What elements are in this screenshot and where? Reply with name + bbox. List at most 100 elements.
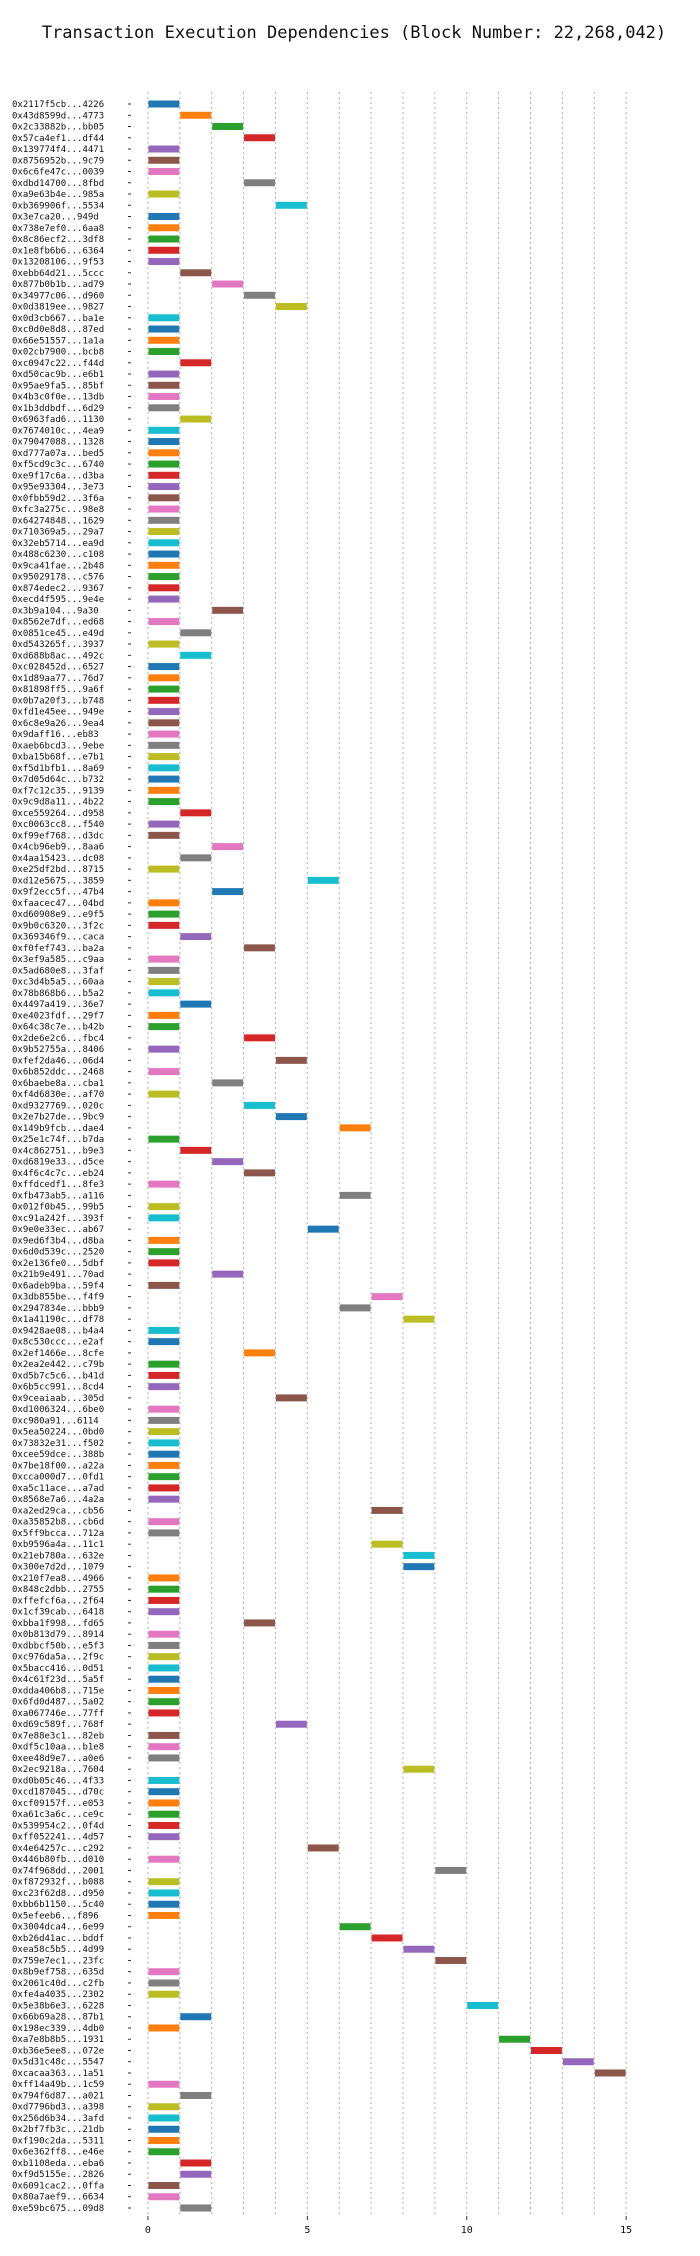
transaction-bar	[180, 2170, 212, 2178]
transaction-bar	[148, 550, 180, 558]
y-tick-label: 0x8756952b...9c79	[12, 156, 104, 166]
transaction-bar	[148, 1979, 180, 1987]
y-tick-label: 0xffdcedf1...8fe3	[12, 1180, 104, 1190]
y-tick-label: 0x8b9ef758...635d	[12, 1968, 104, 1978]
y-tick-label: 0xa7e8b8b5...1931	[12, 2035, 104, 2045]
transaction-bar	[148, 1214, 180, 1222]
transaction-bar	[403, 1945, 435, 1953]
y-tick-label: 0x0fbb59d2...3f6a	[12, 494, 104, 504]
y-tick-label: 0x012f0b45...99b5	[12, 1203, 104, 1213]
transaction-bar	[148, 730, 180, 738]
y-tick-label: 0x81898ff5...9a6f	[12, 685, 104, 695]
y-tick-label: 0x74f968dd...2001	[12, 1866, 104, 1876]
transaction-bar	[339, 1923, 371, 1931]
transaction-bar	[275, 303, 307, 311]
y-tick-label: 0xe59bc675...09d8	[12, 2204, 104, 2214]
transaction-bar	[148, 370, 180, 378]
transaction-bar	[148, 1911, 180, 1919]
y-tick-label: 0xd777a07a...bed5	[12, 449, 104, 459]
y-tick-label: 0xc028452d...6527	[12, 663, 104, 673]
y-tick-label: 0xf190c2da...5311	[12, 2136, 104, 2146]
transaction-bar	[275, 1720, 307, 1728]
y-tick-label: 0x2061c40d...c2fb	[12, 1979, 104, 1989]
y-tick-label: 0x2ec9218a...7604	[12, 1765, 104, 1775]
transaction-bar	[148, 573, 180, 581]
y-tick-label: 0xd1006324...6be0	[12, 1405, 104, 1415]
transaction-bar	[148, 1236, 180, 1244]
y-tick-label: 0xa9e63b4e...985a	[12, 190, 104, 200]
transaction-bar	[499, 2035, 530, 2043]
transaction-bar	[148, 2125, 180, 2133]
grid-layer	[147, 92, 627, 2216]
x-tick-label: 0	[145, 2225, 151, 2236]
y-tick-label: 0xfb473ab5...a116	[12, 1191, 104, 1201]
y-tick-label: 0x3ef9a585...c9aa	[12, 955, 104, 965]
y-tick-label: 0x488c6230...c108	[12, 550, 104, 560]
transaction-bar	[148, 2193, 180, 2201]
x-tick-label: 10	[461, 2225, 473, 2236]
transaction-bar	[244, 1034, 275, 1042]
y-tick-label: 0x9f2ecc5f...47b4	[12, 888, 104, 898]
transaction-bar	[244, 291, 275, 299]
y-tick-label: 0xf5d1bfb1...8a69	[12, 764, 104, 774]
y-tick-label: 0x9daff16...eb83	[12, 730, 99, 740]
y-tick-label: 0xcf09157f...e053	[12, 1799, 104, 1809]
y-tick-label: 0xff14a49b...1c59	[12, 2080, 104, 2090]
transaction-bar	[212, 1158, 244, 1166]
y-tick-label: 0x2bf7fb3c...21db	[12, 2125, 104, 2135]
transaction-bar	[148, 224, 180, 232]
y-tick-label: 0xc91a242f...393f	[12, 1214, 104, 1224]
y-tick-label: 0xcee59dce...388b	[12, 1450, 104, 1460]
transaction-bar	[148, 1698, 180, 1706]
y-tick-label: 0x0b7a20f3...b748	[12, 696, 104, 706]
y-tick-label: 0x73832e31...f502	[12, 1439, 104, 1449]
y-tick-label: 0xfd1e45ee...949e	[12, 708, 104, 718]
transaction-bar	[148, 348, 180, 356]
y-tick-label: 0xcd187045...d70c	[12, 1788, 104, 1798]
y-tick-label: 0xc0063cc8...f540	[12, 820, 104, 830]
transaction-bar	[148, 314, 180, 322]
transaction-bar	[148, 1990, 180, 1998]
y-tick-label: 0xa2ed29ca...cb56	[12, 1506, 104, 1516]
y-tick-label: 0x848c2dbb...2755	[12, 1585, 104, 1595]
transaction-bar	[148, 449, 180, 457]
y-tick-label: 0x9b0c6320...3f2c	[12, 921, 104, 931]
y-tick-label: 0x95ae9fa5...85bf	[12, 381, 104, 391]
transaction-bar	[180, 933, 212, 941]
transaction-bar	[148, 978, 180, 986]
y-tick-label: 0x02cb7900...bcb8	[12, 348, 104, 358]
transaction-bar	[148, 1630, 180, 1638]
transaction-bar	[148, 663, 180, 671]
y-tick-label: 0x4c862751...b9e3	[12, 1146, 104, 1156]
transaction-bar	[275, 201, 307, 209]
transaction-bar	[148, 1799, 180, 1807]
transaction-bar	[244, 1101, 275, 1109]
transaction-bar	[371, 1934, 403, 1942]
y-tick-label: 0xfe4a4035...2302	[12, 1990, 104, 2000]
y-tick-label: 0xbba1f998...fd65	[12, 1619, 104, 1629]
transaction-bar	[148, 696, 180, 704]
transaction-bar	[148, 381, 180, 389]
y-tick-label: 0x0d3819ee...9827	[12, 303, 104, 313]
y-tick-label: 0xc3d4b5a5...60aa	[12, 978, 104, 988]
y-tick-label: 0xe9f17c6a...d3ba	[12, 471, 104, 481]
transaction-bar	[244, 1169, 275, 1177]
transaction-bar	[371, 1540, 403, 1548]
transaction-bar	[212, 1270, 244, 1278]
transaction-bar	[148, 2182, 180, 2189]
transaction-bar	[148, 1090, 180, 1098]
y-tick-label: 0x43d8599d...4773	[12, 111, 104, 121]
transaction-bar	[467, 2001, 499, 2009]
transaction-bar	[148, 494, 180, 502]
y-tick-label: 0x5ff9bcca...712a	[12, 1529, 104, 1539]
transaction-bar	[403, 1551, 435, 1559]
y-tick-label: 0x2117f5cb...4226	[12, 100, 104, 110]
y-tick-label: 0x9ca41fae...2b48	[12, 561, 104, 571]
transaction-bar	[148, 1968, 180, 1976]
transaction-bar	[148, 1675, 180, 1683]
transaction-bar	[148, 246, 180, 254]
transaction-bar	[148, 831, 180, 839]
transaction-bar	[148, 1821, 180, 1829]
y-tick-label: 0x2947834e...bbb9	[12, 1304, 104, 1314]
y-tick-label: 0xa61c3a6c...ce9c	[12, 1810, 104, 1820]
